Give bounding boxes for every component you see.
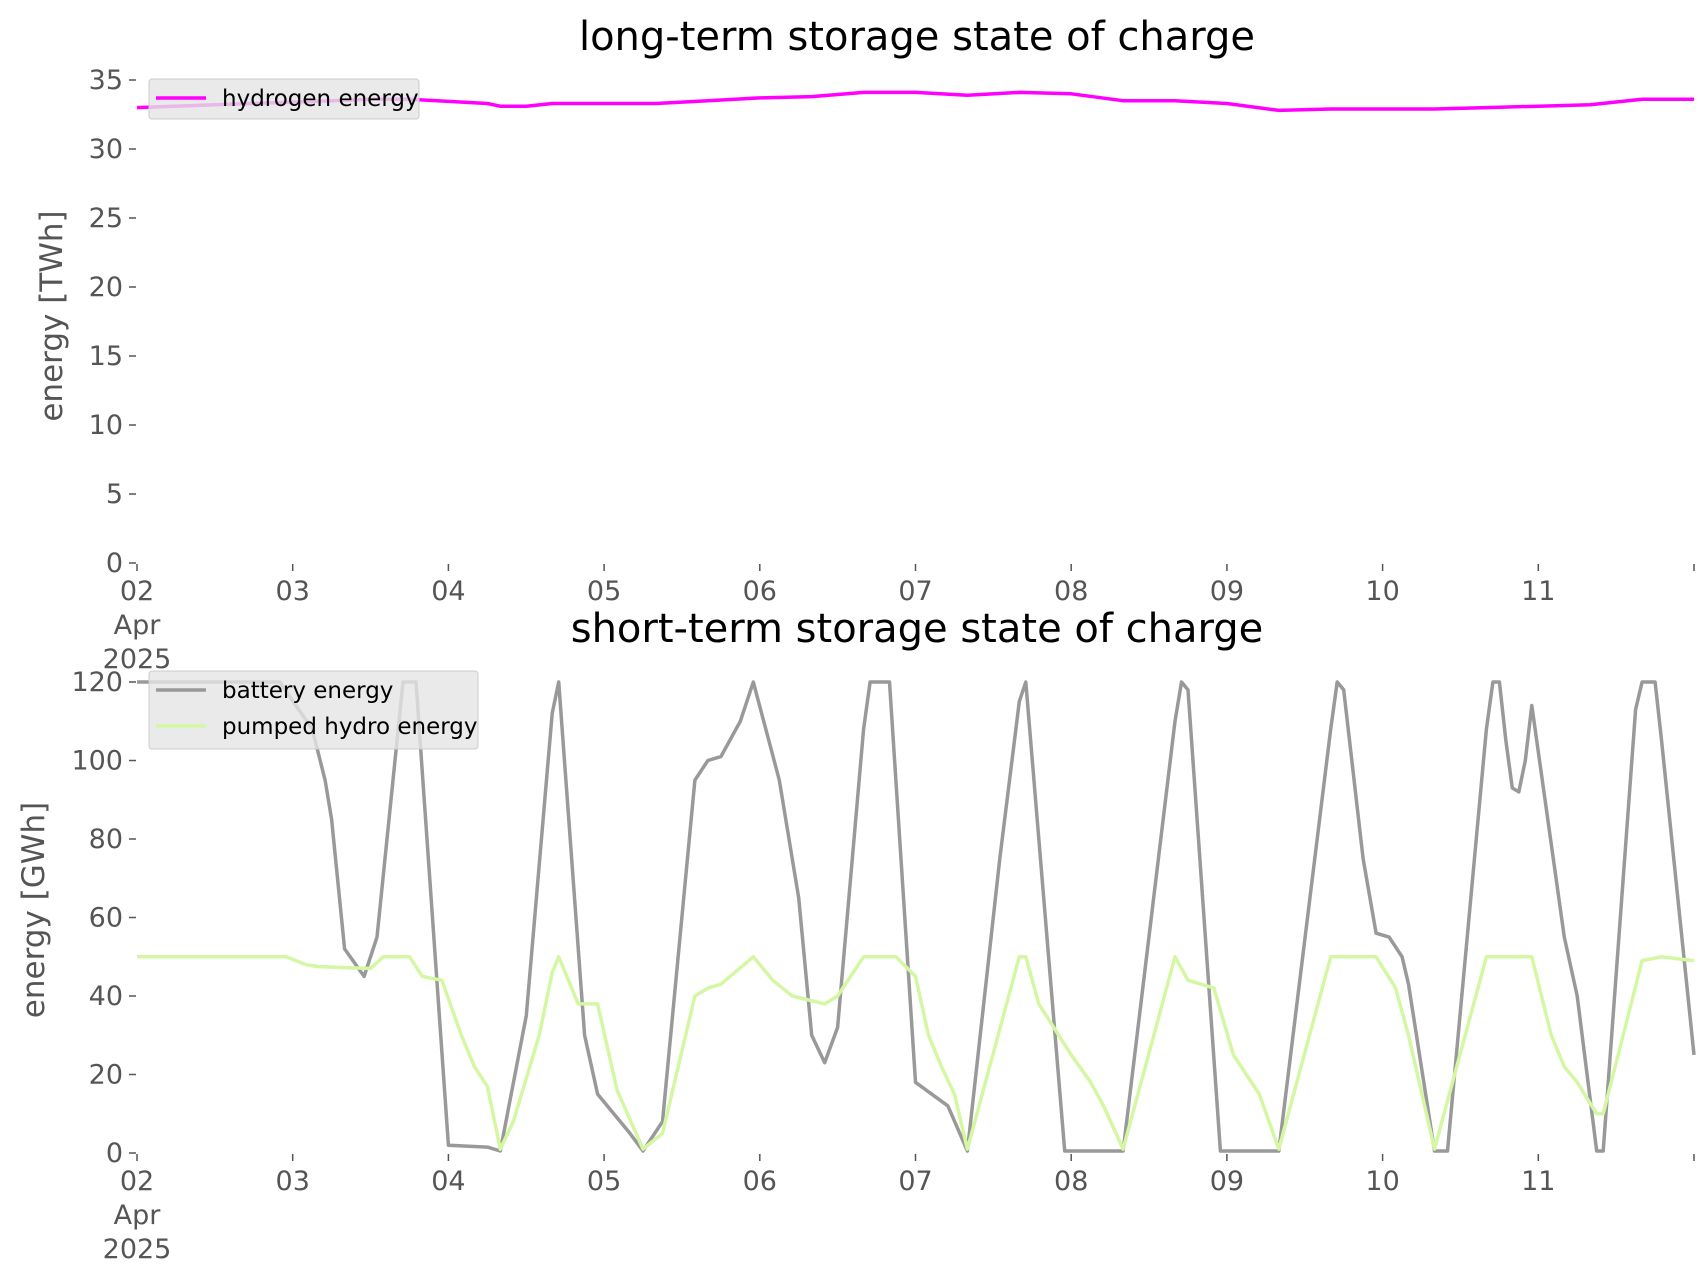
x-tick-label: 04	[431, 1166, 465, 1197]
y-tick-label: 20	[89, 1060, 123, 1091]
series-line-hydrogen-energy	[136, 90, 1694, 113]
y-tick-label: 35	[89, 65, 123, 96]
x-tick-label: 03	[276, 576, 310, 607]
y-tick-label: 25	[89, 203, 123, 234]
legend-box	[148, 78, 420, 120]
x-tick-label: 05	[587, 1166, 621, 1197]
x-tick-label: 09	[1210, 576, 1244, 607]
x-tick-label: 2025	[103, 1234, 172, 1265]
legend: hydrogen energy	[148, 78, 420, 120]
series-line-battery-energy	[137, 680, 1696, 1153]
legend: battery energy pumped hydro energy	[148, 670, 479, 750]
chart-short-term: short-term storage state of charge energ…	[16, 606, 1696, 1265]
series-lines	[136, 90, 1694, 113]
x-tick-label: 10	[1365, 576, 1399, 607]
legend-box	[148, 670, 479, 750]
x-tick-label: 06	[743, 1166, 777, 1197]
x-tick-label: 09	[1210, 1166, 1244, 1197]
y-tick-label: 5	[106, 479, 123, 510]
x-tick-label: 02	[120, 1166, 154, 1197]
x-tick-label: 06	[743, 576, 777, 607]
x-tick-label: 11	[1521, 1166, 1555, 1197]
x-tick-label: 11	[1521, 576, 1555, 607]
y-tick-label: 0	[106, 1138, 123, 1169]
y-axis-label: energy [GWh]	[16, 802, 52, 1018]
chart-title: short-term storage state of charge	[571, 606, 1264, 652]
x-tick-label: 03	[276, 1166, 310, 1197]
y-tick-label: 100	[71, 746, 123, 777]
x-tick-label: 07	[898, 576, 932, 607]
x-tick-label: 08	[1054, 576, 1088, 607]
chart-title: long-term storage state of charge	[579, 14, 1255, 60]
y-tick-label: 40	[89, 981, 123, 1012]
chart-long-term: long-term storage state of charge energy…	[34, 14, 1695, 675]
x-tick-label: 05	[587, 576, 621, 607]
y-tick-label: 0	[106, 548, 123, 579]
legend-label-pumped-hydro: pumped hydro energy	[222, 714, 478, 740]
y-tick-label: 30	[89, 134, 123, 165]
y-axis-label: energy [TWh]	[34, 210, 70, 421]
x-tick-label: 2025	[103, 644, 172, 675]
x-tick-label: 08	[1054, 1166, 1088, 1197]
y-tick-label: 60	[89, 903, 123, 934]
y-tick-label: 10	[89, 410, 123, 441]
y-tick-label: 20	[89, 272, 123, 303]
x-tick-label: 10	[1365, 1166, 1399, 1197]
legend-label-battery: battery energy	[222, 678, 393, 704]
y-tick-label: 120	[71, 667, 123, 698]
x-tick-label: Apr	[114, 610, 162, 641]
series-lines	[137, 680, 1696, 1153]
x-tick-label: 07	[898, 1166, 932, 1197]
x-tick-label: 04	[431, 576, 465, 607]
series-line-pumped-hydro-energy	[137, 955, 1695, 1151]
x-tick-label: 02	[120, 576, 154, 607]
x-tick-label: Apr	[114, 1200, 162, 1231]
legend-label-hydrogen: hydrogen energy	[222, 86, 419, 112]
y-tick-label: 15	[89, 341, 123, 372]
y-tick-label: 80	[89, 824, 123, 855]
